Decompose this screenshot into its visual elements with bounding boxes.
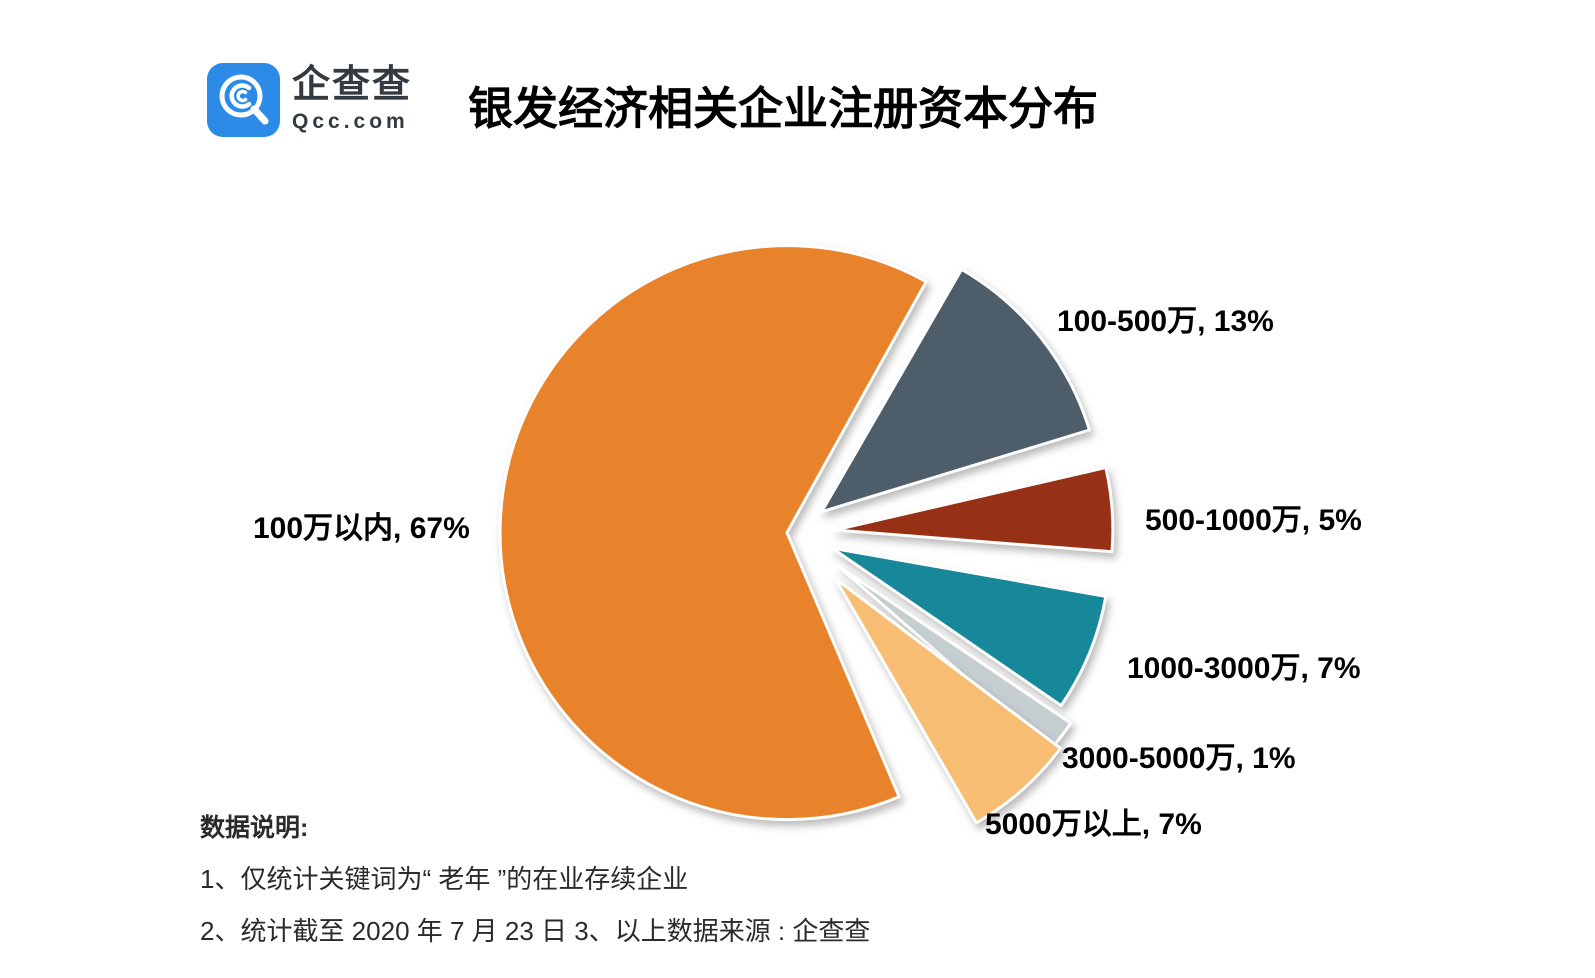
pie-slice-1 [820, 267, 1091, 514]
brand-name-en: Qcc.com [292, 110, 409, 133]
slice-label-3000-5000w: 3000-5000万, 1% [1062, 742, 1296, 775]
slice-label-under-100w: 100万以内, 67% [253, 512, 470, 545]
pie-slice-2 [833, 466, 1115, 554]
notes-heading: 数据说明: [200, 814, 309, 842]
slice-label-100-500w: 100-500万, 13% [1057, 305, 1274, 338]
pie-slice-5 [833, 577, 1063, 825]
pie-slice-3 [830, 546, 1108, 708]
pie-slice-0 [498, 244, 928, 822]
slice-label-1000-3000w: 1000-3000万, 7% [1127, 652, 1361, 685]
notes-section: 数据说明: 1、仅统计关键词为“ 老年 ”的在业存续企业 2、统计截至 2020… [200, 808, 870, 948]
qcc-logo-icon [207, 63, 280, 137]
brand-logo-block: 企查查 Qcc.com [207, 63, 412, 137]
slice-label-500-1000w: 500-1000万, 5% [1145, 504, 1362, 537]
brand-text: 企查查 Qcc.com [292, 63, 412, 134]
brand-name-cn: 企查查 [292, 64, 413, 106]
notes-line-2: 2、统计截至 2020 年 7 月 23 日 3、以上数据来源 : 企查查 [200, 916, 871, 946]
chart-title: 银发经济相关企业注册资本分布 [468, 83, 1099, 134]
notes-line-1: 1、仅统计关键词为“ 老年 ”的在业存续企业 [200, 864, 689, 894]
slice-label-over-5000w: 5000万以上, 7% [985, 808, 1202, 841]
